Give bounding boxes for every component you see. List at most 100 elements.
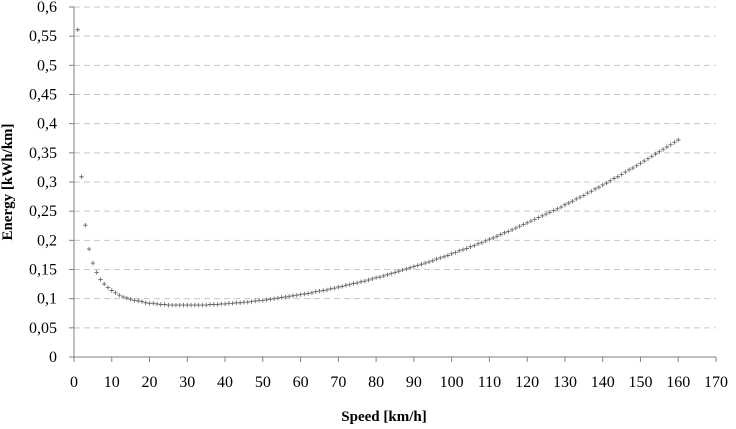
data-point <box>600 182 605 188</box>
axes <box>69 6 717 362</box>
data-point <box>596 185 602 190</box>
x-tick-label: 140 <box>591 374 615 391</box>
x-tick-label: 130 <box>553 374 577 391</box>
data-point <box>389 271 394 276</box>
y-axis-title: Energy [kWh/km] <box>0 123 16 240</box>
x-tick-label: 170 <box>704 374 728 391</box>
data-point <box>577 194 583 200</box>
y-tick-label: 0,25 <box>29 203 57 220</box>
data-point <box>419 262 424 267</box>
data-point <box>555 206 560 212</box>
data-point <box>237 300 243 305</box>
data-point <box>517 224 522 229</box>
y-tick-label: 0 <box>49 349 57 366</box>
data-point <box>592 186 598 192</box>
data-point <box>256 298 262 303</box>
data-point <box>86 246 92 252</box>
data-point <box>324 287 330 293</box>
data-point <box>351 281 356 286</box>
data-point <box>392 270 398 275</box>
data-point <box>502 230 507 235</box>
data-point <box>479 240 485 245</box>
data-point <box>158 302 164 307</box>
data-point <box>547 210 553 215</box>
data-point <box>457 248 462 254</box>
data-point <box>381 273 386 279</box>
data-point <box>241 299 247 305</box>
data-point <box>608 178 613 184</box>
data-point <box>638 161 643 166</box>
data-point <box>453 250 458 255</box>
data-point <box>203 302 209 308</box>
data-point <box>188 302 194 308</box>
data-point <box>524 220 530 226</box>
x-tick-label: 150 <box>628 374 652 391</box>
data-point <box>287 294 292 299</box>
y-tick-label: 0,4 <box>37 116 57 133</box>
data-point <box>657 149 662 154</box>
x-tick-label: 160 <box>666 374 690 391</box>
data-point <box>370 276 375 282</box>
data-point <box>283 294 288 300</box>
data-point <box>407 265 413 270</box>
data-point <box>521 222 526 227</box>
data-point <box>98 277 103 282</box>
data-point <box>642 158 647 164</box>
y-tick-label: 0,2 <box>37 232 57 249</box>
data-point <box>404 266 409 272</box>
data-point <box>215 302 220 307</box>
x-tick-label: 70 <box>330 374 346 391</box>
data-point <box>83 222 88 228</box>
data-point <box>75 27 80 32</box>
data-point <box>498 232 503 237</box>
data-point <box>343 283 349 288</box>
data-point <box>664 144 670 150</box>
data-point <box>234 300 239 305</box>
data-point <box>540 213 545 219</box>
data-point <box>222 301 228 307</box>
data-point <box>128 297 133 302</box>
data-point <box>313 289 318 294</box>
data-point <box>132 298 137 303</box>
data-point <box>109 288 114 293</box>
data-point <box>623 169 628 175</box>
data-point <box>79 174 84 179</box>
gridlines <box>74 6 716 329</box>
data-point <box>604 180 609 186</box>
data-point <box>268 297 273 302</box>
data-point <box>136 298 141 304</box>
data-point <box>173 302 179 308</box>
x-tick-label: 20 <box>142 374 158 391</box>
data-point <box>532 217 537 222</box>
data-point <box>298 292 303 297</box>
data-point <box>355 280 360 286</box>
data-point <box>645 156 651 161</box>
data-point <box>177 302 182 308</box>
data-point <box>494 234 500 239</box>
data-point <box>192 302 198 308</box>
data-points <box>75 27 681 308</box>
data-point <box>668 142 673 147</box>
data-point <box>585 190 590 196</box>
data-point <box>528 218 534 224</box>
data-point <box>305 291 311 296</box>
data-point <box>562 202 568 207</box>
data-point <box>551 208 556 213</box>
data-point <box>570 199 575 204</box>
y-tick-label: 0,05 <box>29 320 57 337</box>
x-tick-label: 110 <box>478 374 501 391</box>
data-point <box>543 211 549 217</box>
data-point <box>513 225 519 231</box>
y-tick-label: 0,35 <box>29 145 57 162</box>
data-point <box>271 296 277 301</box>
data-point <box>490 235 496 241</box>
data-point <box>630 165 636 171</box>
data-point <box>207 302 213 307</box>
data-point <box>230 301 235 306</box>
data-point <box>509 227 515 233</box>
data-point <box>426 259 432 265</box>
data-point <box>94 270 99 275</box>
data-point <box>475 241 481 247</box>
y-tick-label: 0,55 <box>29 28 57 45</box>
data-point <box>90 260 96 266</box>
